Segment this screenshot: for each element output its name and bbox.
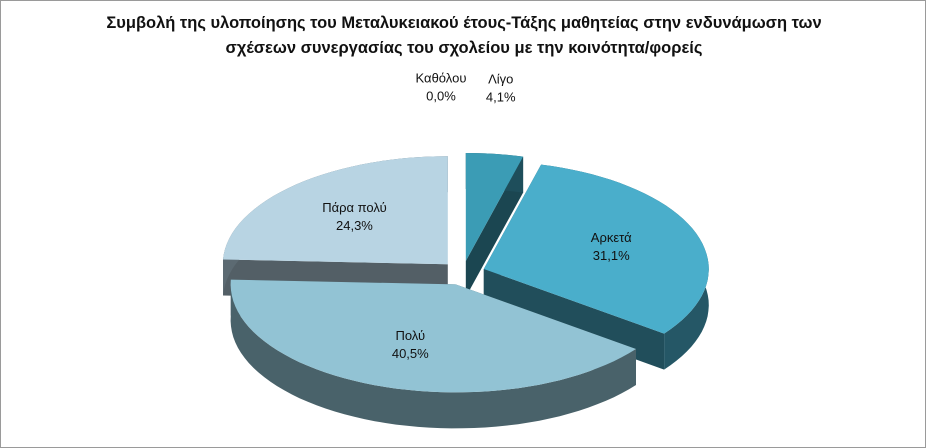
slice-value-label: 31,1% xyxy=(593,248,630,263)
slice-wall xyxy=(465,156,524,297)
slice-label: Καθόλου xyxy=(416,70,467,85)
slice-label: Λίγο xyxy=(488,71,513,86)
pie-slice xyxy=(230,279,636,393)
slice-label: Πάρα πολύ xyxy=(322,200,387,215)
slice-value-label: 0,0% xyxy=(426,88,456,103)
chart-title: Συμβολή της υλοποίησης του Μεταλυκειακού… xyxy=(106,14,822,57)
slice-label: Αρκετά xyxy=(591,230,632,245)
pie-slice xyxy=(465,153,524,261)
slice-side xyxy=(230,279,636,429)
slice-label: Πολύ xyxy=(395,328,425,343)
slice-value-label: 40,5% xyxy=(392,346,429,361)
pie-slice xyxy=(483,164,709,334)
slice-value-label: 24,3% xyxy=(336,218,373,233)
slice-value-label: 4,1% xyxy=(486,89,516,104)
pie-slice xyxy=(223,156,448,265)
